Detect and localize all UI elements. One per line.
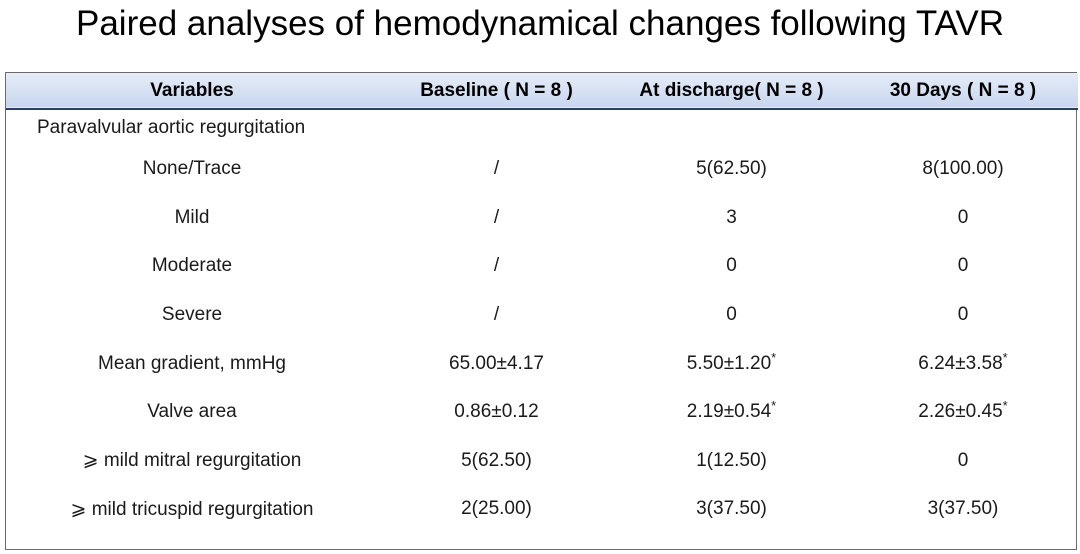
section-label: Paravalvular aortic regurgitation	[37, 116, 306, 138]
header-at-discharge: At discharge( N = 8 )	[639, 79, 824, 101]
cell-variable: Valve area	[6, 388, 378, 437]
table-header-row: Variables Baseline ( N = 8 ) At discharg…	[6, 73, 1078, 109]
cell-at-discharge-value: 0	[726, 255, 737, 277]
cell-baseline: 65.00±4.17	[378, 339, 615, 388]
significance-marker: *	[771, 398, 777, 414]
table-row: Valve area 0.86±0.12 2.19±0.54* 2.26±0.45*	[6, 388, 1078, 437]
cell-variable: ⩾ mild tricuspid regurgitation	[6, 485, 378, 534]
cell-at-discharge: 1(12.50)	[615, 437, 848, 486]
cell-30-days: 0	[848, 242, 1078, 291]
cell-variable: ⩾ mild mitral regurgitation	[6, 437, 378, 486]
cell-baseline: /	[378, 194, 615, 243]
cell-at-discharge-value: 3(37.50)	[696, 498, 767, 520]
table-row: ⩾ mild mitral regurgitation 5(62.50) 1(12.…	[6, 437, 1078, 486]
cell-variable: Mean gradient, mmHg	[6, 339, 378, 388]
header-baseline: Baseline ( N = 8 )	[420, 79, 573, 101]
cell-baseline-value: 5(62.50)	[461, 449, 532, 471]
cell-30-days: 0	[848, 194, 1078, 243]
cell-at-discharge-value: 3	[726, 206, 737, 228]
cell-baseline-value: /	[493, 304, 500, 326]
table-row: Severe / 0 0	[6, 291, 1078, 340]
cell-at-discharge: 0	[615, 291, 848, 340]
cell-30-days: 2.26±0.45*	[848, 388, 1078, 437]
table-row: ⩾ mild tricuspid regurgitation 2(25.00) 3(…	[6, 485, 1078, 534]
cell-at-discharge: 0	[615, 242, 848, 291]
cell-variable-value: Mean gradient, mmHg	[98, 352, 286, 374]
cell-baseline: /	[378, 291, 615, 340]
significance-marker: *	[1002, 398, 1008, 414]
table-row: Mild / 3 0	[6, 194, 1078, 243]
cell-variable-value: Valve area	[147, 401, 237, 423]
header-30-days: 30 Days ( N = 8 )	[889, 79, 1037, 101]
cell-variable-value: ⩾ mild mitral regurgitation	[82, 450, 302, 472]
cell-baseline-value: /	[493, 158, 500, 180]
cell-variable-value: None/Trace	[142, 158, 242, 180]
cell-baseline-value: 0.86±0.12	[454, 401, 539, 423]
cell-30-days: 3(37.50)	[848, 485, 1078, 534]
significance-marker: *	[771, 349, 777, 365]
cell-variable-value: Severe	[161, 304, 223, 326]
cell-baseline-value: 65.00±4.17	[449, 352, 544, 374]
hemodynamics-table: Variables Baseline ( N = 8 ) At discharg…	[5, 72, 1078, 550]
cell-30-days-value: 0	[957, 255, 969, 277]
cell-at-discharge: 2.19±0.54*	[615, 388, 848, 437]
cell-30-days-value: 3(37.50)	[927, 498, 999, 520]
cell-baseline-value: /	[493, 255, 500, 277]
significance-marker: *	[1002, 349, 1008, 365]
cell-at-discharge: 5.50±1.20*	[615, 339, 848, 388]
cell-at-discharge-value: 2.19±0.54	[686, 401, 772, 423]
cell-at-discharge: 3(37.50)	[615, 485, 848, 534]
cell-variable: Severe	[6, 291, 378, 340]
cell-30-days-value: 0	[957, 206, 969, 228]
cell-30-days-value: 8(100.00)	[922, 158, 1004, 180]
cell-variable: None/Trace	[6, 145, 378, 194]
cell-baseline: 0.86±0.12	[378, 388, 615, 437]
cell-30-days: 0	[848, 437, 1078, 486]
cell-30-days: 8(100.00)	[848, 145, 1078, 194]
cell-30-days-value: 0	[957, 304, 969, 326]
cell-baseline: 2(25.00)	[378, 485, 615, 534]
cell-variable-value: ⩾ mild tricuspid regurgitation	[70, 498, 314, 520]
table-row: Mean gradient, mmHg 65.00±4.17 5.50±1.20* 6…	[6, 339, 1078, 388]
cell-30-days: 0	[848, 291, 1078, 340]
cell-variable-value: Mild	[174, 206, 210, 228]
table-row: None/Trace / 5(62.50) 8(100.00)	[6, 145, 1078, 194]
cell-at-discharge-value: 0	[726, 304, 737, 326]
cell-at-discharge: 5(62.50)	[615, 145, 848, 194]
cell-at-discharge-value: 5.50±1.20	[686, 352, 772, 374]
cell-30-days-value: 0	[957, 449, 969, 471]
section-row: Paravalvular aortic regurgitation	[6, 109, 1078, 145]
cell-baseline: /	[378, 145, 615, 194]
cell-30-days-value: 6.24±3.58	[918, 352, 1003, 374]
cell-variable: Moderate	[6, 242, 378, 291]
cell-baseline-value: 2(25.00)	[461, 498, 532, 520]
page-title: Paired analyses of hemodynamical changes…	[76, 4, 1004, 43]
cell-baseline: 5(62.50)	[378, 437, 615, 486]
cell-variable: Mild	[6, 194, 378, 243]
cell-at-discharge-value: 1(12.50)	[696, 449, 767, 471]
cell-baseline-value: /	[493, 206, 500, 228]
cell-at-discharge: 3	[615, 194, 848, 243]
cell-30-days: 6.24±3.58*	[848, 339, 1078, 388]
cell-baseline: /	[378, 242, 615, 291]
header-variables: Variables	[150, 79, 234, 101]
table-row: Moderate / 0 0	[6, 242, 1078, 291]
cell-variable-value: Moderate	[151, 255, 233, 277]
cell-at-discharge-value: 5(62.50)	[696, 158, 767, 180]
cell-30-days-value: 2.26±0.45	[918, 401, 1003, 423]
